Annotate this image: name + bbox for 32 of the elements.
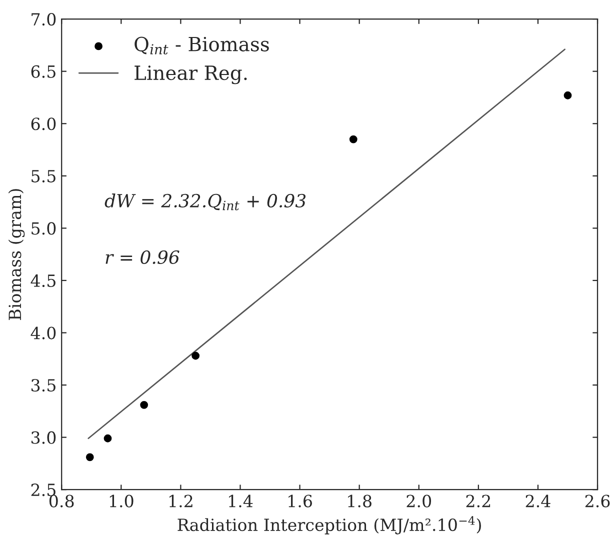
x-tick-label: 0.8	[49, 494, 74, 508]
x-tick-label: 1.0	[110, 494, 134, 508]
x-tick-label: 2.4	[526, 494, 550, 508]
y-tick-label: 6.5	[31, 65, 56, 78]
y-axis-title: Biomass (gram)	[8, 189, 25, 320]
y-tick-label: 5.5	[32, 170, 56, 182]
x-tick-label: 1.4	[229, 494, 253, 508]
y-tick-label: 6.0	[31, 118, 56, 130]
y-tick-label: 4.5	[30, 274, 56, 288]
x-tick-label: 2.6	[585, 494, 610, 508]
point	[564, 91, 572, 100]
x-tick-label: 1.2	[169, 494, 192, 508]
point	[104, 434, 112, 442]
y-tick-label: 7.0	[32, 13, 56, 26]
y-tick-label: 2.5	[31, 484, 56, 496]
legend-label: Q$_{int}$ - Biomass	[134, 36, 269, 54]
x-tick-label: 2.2	[466, 494, 490, 508]
x-tick-label: 1.6	[288, 494, 312, 508]
point	[349, 135, 358, 144]
x-axis-title: Radiation Interception (MJ/m².10$^{−4}$)	[178, 516, 481, 534]
annotation: dW = 2.32.Q$_{int}$ + 0.93	[104, 194, 306, 210]
legend-label: Linear Reg.	[134, 66, 247, 84]
y-tick-label: 3.5	[32, 378, 56, 392]
point	[86, 453, 94, 462]
annotation: r = 0.96	[106, 250, 180, 264]
point	[192, 352, 200, 360]
y-tick-label: 4.0	[30, 326, 56, 340]
point	[140, 400, 148, 409]
y-tick-label: 5.0	[32, 222, 56, 235]
y-tick-label: 3.0	[32, 431, 56, 444]
x-tick-label: 1.8	[348, 494, 372, 508]
x-tick-label: 2.0	[406, 494, 432, 508]
